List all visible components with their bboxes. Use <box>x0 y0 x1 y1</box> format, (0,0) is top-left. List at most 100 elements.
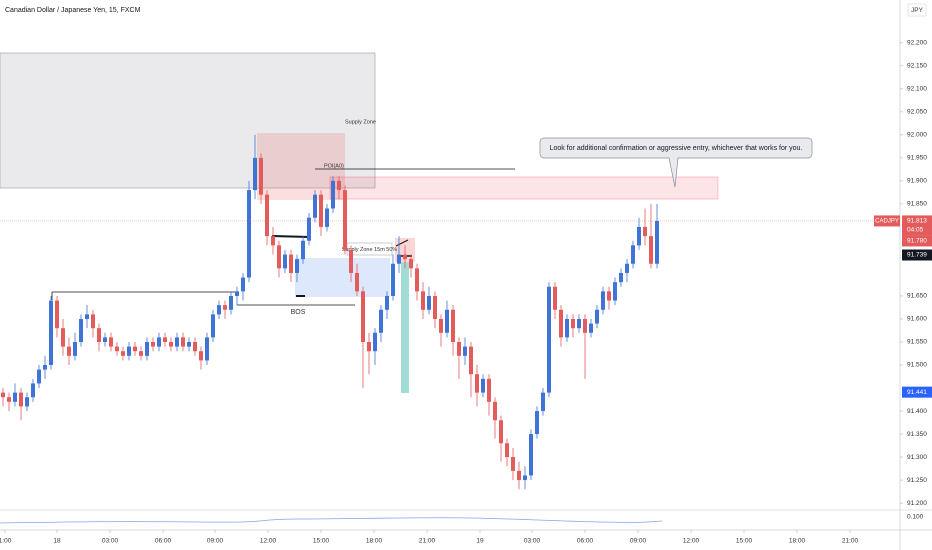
x-tick-label: 09:00 <box>207 538 224 545</box>
candle-body <box>55 300 59 329</box>
candle-body <box>409 259 413 269</box>
candle-body <box>655 220 659 264</box>
candle-body <box>433 295 437 319</box>
candle-body <box>115 346 119 352</box>
candle-body <box>91 314 95 329</box>
x-tick-label: 1:00 <box>0 538 12 545</box>
candle-body <box>565 318 569 338</box>
currency-box <box>907 3 927 17</box>
x-tick-label: 12:00 <box>683 538 700 545</box>
candle-body <box>37 369 41 384</box>
candle-body <box>253 157 257 191</box>
candle-body <box>217 305 221 315</box>
candle-body <box>343 190 347 250</box>
chart-title: Canadian Dollar / Japanese Yen, 15, FXCM <box>5 7 141 14</box>
price-tag <box>902 386 932 398</box>
x-tick-label: 18:00 <box>789 538 806 545</box>
candle-body <box>403 254 407 260</box>
y-tick-label: 91.850 <box>907 201 927 208</box>
candle-body <box>535 411 539 435</box>
candle-body <box>211 314 215 338</box>
candle-body <box>547 286 551 393</box>
candle-body <box>559 309 563 338</box>
candle-body <box>151 341 155 347</box>
candle-body <box>637 226 641 246</box>
x-tick-label: 15:00 <box>736 538 753 545</box>
symbol-label: CADJPY <box>875 219 899 225</box>
y-tick-label: 91.300 <box>907 454 927 461</box>
candle-body <box>97 328 101 342</box>
countdown-label: 04:05 <box>907 227 924 234</box>
callout-box <box>539 137 813 188</box>
candle-body <box>643 226 647 237</box>
callout-text: Look for additional confirmation or aggr… <box>550 145 803 152</box>
y-tick-label: 91.500 <box>907 362 927 369</box>
candle-body <box>157 337 161 347</box>
candle-body <box>223 305 227 310</box>
currency-label: JPY <box>911 7 924 14</box>
candle-body <box>247 190 251 278</box>
candle-body <box>607 291 611 301</box>
candle-body <box>355 272 359 292</box>
candle-body <box>205 337 209 361</box>
candle-body <box>511 457 515 471</box>
x-tick-label: 21:00 <box>419 538 436 545</box>
candle-body <box>379 309 383 333</box>
candle-body <box>67 346 71 356</box>
candle-body <box>319 194 323 227</box>
pink-zone-box <box>257 133 345 200</box>
candle-body <box>469 346 473 375</box>
candle-body <box>595 309 599 324</box>
symbol-tag <box>874 215 900 227</box>
candle-body <box>133 346 137 352</box>
candle-body <box>241 277 245 292</box>
candle-body <box>61 328 65 347</box>
candle-body <box>193 341 197 352</box>
x-tick-label: 12:00 <box>260 538 277 545</box>
x-tick-label: 09:00 <box>630 538 647 545</box>
candle-body <box>487 378 491 402</box>
candle-body <box>421 291 425 310</box>
candle-body <box>397 254 401 264</box>
candle-body <box>85 314 89 319</box>
candle-body <box>139 351 143 356</box>
y-tick-label: 92.150 <box>907 63 927 70</box>
price-tag-label: 91.441 <box>907 389 927 396</box>
indicator-line <box>0 517 663 524</box>
y-tick-label: 92.200 <box>907 40 927 47</box>
candle-body <box>307 217 311 241</box>
candle-body <box>619 272 623 283</box>
supply-zone-label: Supply Zone <box>345 119 376 125</box>
candle-body <box>505 443 509 458</box>
candle-body <box>571 318 575 329</box>
x-tick-label: 15:00 <box>313 538 330 545</box>
candle-body <box>589 323 593 333</box>
x-tick-label: 21:00 <box>842 538 859 545</box>
y-tick-label: 91.250 <box>907 477 927 484</box>
candle-body <box>541 392 545 412</box>
demand-zone-box <box>295 258 390 297</box>
y-tick-label: 91.350 <box>907 431 927 438</box>
y-tick-label: 92.000 <box>907 132 927 139</box>
candle-body <box>649 236 653 264</box>
price-tag <box>902 235 932 247</box>
x-tick-label: 06:00 <box>577 538 594 545</box>
candle-body <box>271 236 275 246</box>
candle-body <box>457 341 461 356</box>
candle-body <box>391 263 395 296</box>
candle-body <box>337 180 341 191</box>
y-tick-label: 91.400 <box>907 408 927 415</box>
x-tick-label: 03:00 <box>102 538 119 545</box>
candle-body <box>583 318 587 333</box>
candle-body <box>73 341 77 356</box>
candle-body <box>631 245 635 264</box>
y-tick-label: 91.650 <box>907 293 927 300</box>
candle-body <box>169 341 173 347</box>
price-tag <box>902 215 932 236</box>
candle-body <box>43 365 47 370</box>
y-tick-label: 91.950 <box>907 155 927 162</box>
candle-body <box>103 337 107 342</box>
candle-body <box>529 434 533 476</box>
